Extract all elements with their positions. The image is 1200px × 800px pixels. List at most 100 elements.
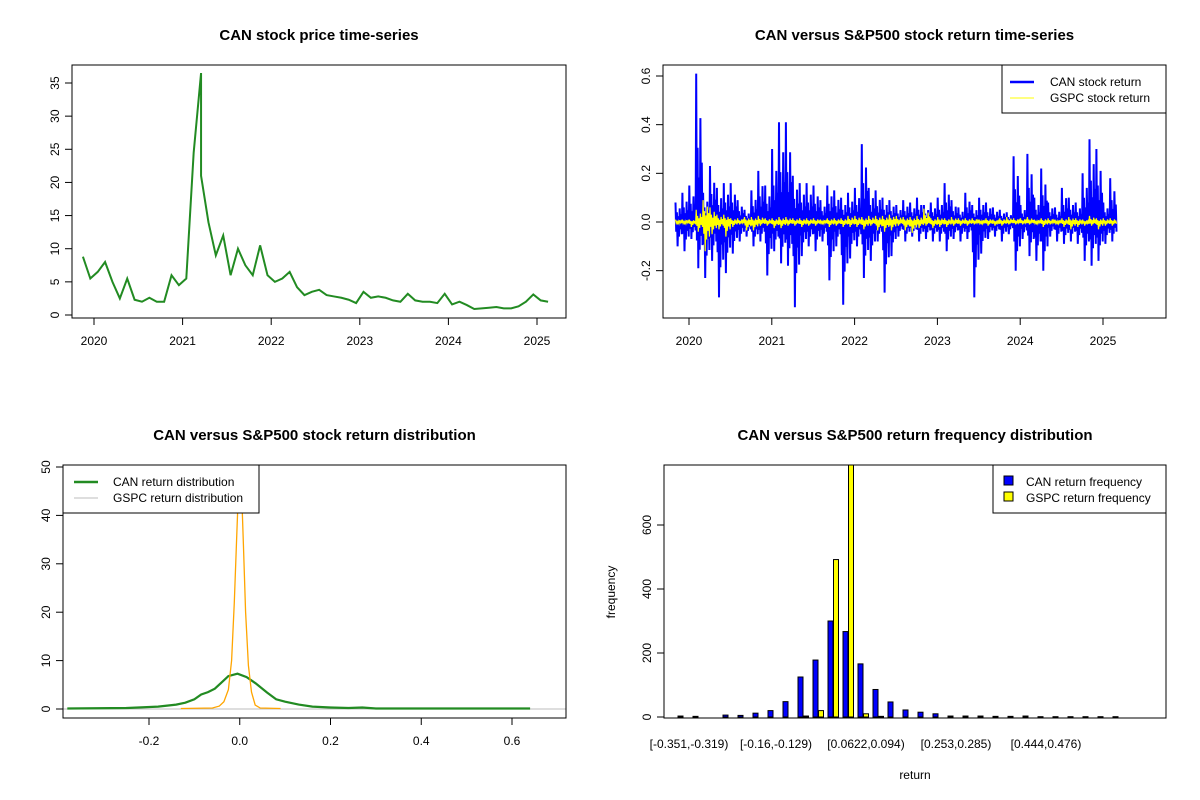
x-tick-label: 2021	[758, 334, 785, 348]
gspc-bar	[803, 715, 809, 718]
y-tick-label: 0.6	[639, 67, 653, 84]
can-bar	[857, 663, 864, 718]
chart-title: CAN versus S&P500 stock return distribut…	[153, 427, 476, 444]
return-timeseries-chart: CAN versus S&P500 stock return time-seri…	[639, 27, 1167, 348]
y-tick-label: 0	[640, 713, 654, 720]
y-tick-label: 600	[640, 515, 654, 535]
legend: CAN return frequency GSPC return frequenc…	[992, 464, 1167, 514]
gspc-bar	[848, 465, 854, 718]
legend-box	[992, 464, 1167, 514]
y-tick-label: 0	[39, 705, 53, 712]
legend-gspc-swatch	[1003, 491, 1014, 502]
x-tick-label: [0.0622,0.094)	[827, 737, 904, 751]
can-bar	[872, 688, 879, 718]
can-bar	[692, 715, 699, 718]
y-tick-label: 10	[48, 242, 62, 256]
can-bar	[902, 709, 909, 718]
legend: CAN stock return GSPC stock return	[1001, 64, 1167, 114]
x-tick-label: 2025	[1090, 334, 1117, 348]
can-bar	[767, 710, 774, 718]
can-bar	[1022, 715, 1029, 718]
y-tick-label: 30	[39, 557, 53, 571]
plot-frame	[71, 64, 567, 319]
legend-label: GSPC return distribution	[113, 491, 243, 505]
can-density-line	[67, 672, 531, 710]
gspc-bar	[863, 713, 869, 718]
y-tick-label: 0.2	[639, 165, 653, 182]
can-bar	[842, 631, 849, 718]
x-tick-label: 2020	[81, 334, 108, 348]
y-axis-label: frequency	[604, 566, 618, 619]
x-tick-label: [-0.16,-0.129)	[740, 737, 812, 751]
y-tick-label: 5	[48, 278, 62, 285]
x-tick-label: [0.444,0.476)	[1011, 737, 1082, 751]
legend-label: GSPC return frequency	[1026, 491, 1151, 505]
y-tick-label: 25	[48, 142, 62, 156]
y-tick-label: 10	[39, 654, 53, 668]
gspc-bar	[878, 715, 884, 718]
y-tick-label: 0.4	[639, 116, 653, 133]
gspc-return-line	[674, 200, 1118, 252]
y-tick-label: 40	[39, 508, 53, 522]
plot-frame	[62, 464, 567, 719]
y-tick-label: 30	[48, 109, 62, 123]
can-bar	[977, 715, 984, 718]
histogram-chart: CAN versus S&P500 return frequency distr…	[604, 427, 1167, 782]
x-tick-label: 0.6	[504, 734, 521, 748]
y-tick-label: 20	[48, 175, 62, 189]
x-tick-label: 2022	[841, 334, 868, 348]
chart-title: CAN versus S&P500 return frequency distr…	[737, 427, 1092, 444]
y-tick-label: 35	[48, 76, 62, 90]
legend: CAN return distribution GSPC return distr…	[62, 464, 260, 514]
density-chart: CAN versus S&P500 stock return distribut…	[39, 427, 567, 748]
x-tick-label: 2021	[169, 334, 196, 348]
y-tick-label: 400	[640, 579, 654, 599]
plot-frame	[663, 464, 1167, 719]
x-tick-label: 2023	[924, 334, 951, 348]
legend-label: GSPC stock return	[1050, 91, 1150, 105]
can-bar	[917, 711, 924, 718]
x-tick-label: 2024	[435, 334, 462, 348]
can-bar	[932, 713, 939, 718]
y-tick-label: 0.0	[639, 213, 653, 230]
can-bar	[812, 659, 819, 718]
can-bar	[887, 701, 894, 718]
gspc-bar	[818, 710, 824, 718]
x-tick-label: 0.2	[322, 734, 339, 748]
y-tick-label: 20	[39, 605, 53, 619]
x-tick-label: [0.253,0.285)	[921, 737, 992, 751]
y-tick-label: 200	[640, 643, 654, 663]
legend-label: CAN stock return	[1050, 75, 1141, 89]
x-tick-label: 2020	[676, 334, 703, 348]
plot-frame	[662, 64, 1167, 319]
chart-title: CAN stock price time-series	[219, 27, 418, 44]
y-tick-label: 0	[48, 311, 62, 318]
price-chart: CAN stock price time-series 0 5 10 15 20 25 30 3…	[48, 27, 567, 348]
legend-label: CAN return distribution	[113, 475, 234, 489]
can-bar	[827, 620, 834, 718]
can-bar	[752, 712, 759, 718]
price-line	[81, 72, 549, 311]
legend-label: CAN return frequency	[1026, 475, 1142, 489]
x-axis-label: return	[899, 768, 930, 782]
x-tick-label: -0.2	[139, 734, 160, 748]
can-bar	[947, 715, 954, 718]
y-tick-label: 15	[48, 209, 62, 223]
y-tick-label: -0.2	[639, 260, 653, 281]
y-tick-label: 50	[39, 460, 53, 474]
x-tick-label: 2023	[346, 334, 373, 348]
can-bar	[677, 715, 684, 718]
can-bar	[722, 714, 729, 718]
can-bar	[737, 714, 744, 718]
x-tick-label: 2022	[258, 334, 285, 348]
can-bar	[962, 715, 969, 718]
legend-box	[1001, 64, 1167, 114]
x-tick-label: 0.4	[413, 734, 430, 748]
legend-box	[62, 464, 260, 514]
legend-can-swatch	[1003, 475, 1014, 486]
can-bar	[782, 701, 789, 718]
chart-title: CAN versus S&P500 stock return time-seri…	[755, 27, 1074, 44]
x-tick-label: 0.0	[231, 734, 248, 748]
can-bar	[1007, 715, 1014, 718]
